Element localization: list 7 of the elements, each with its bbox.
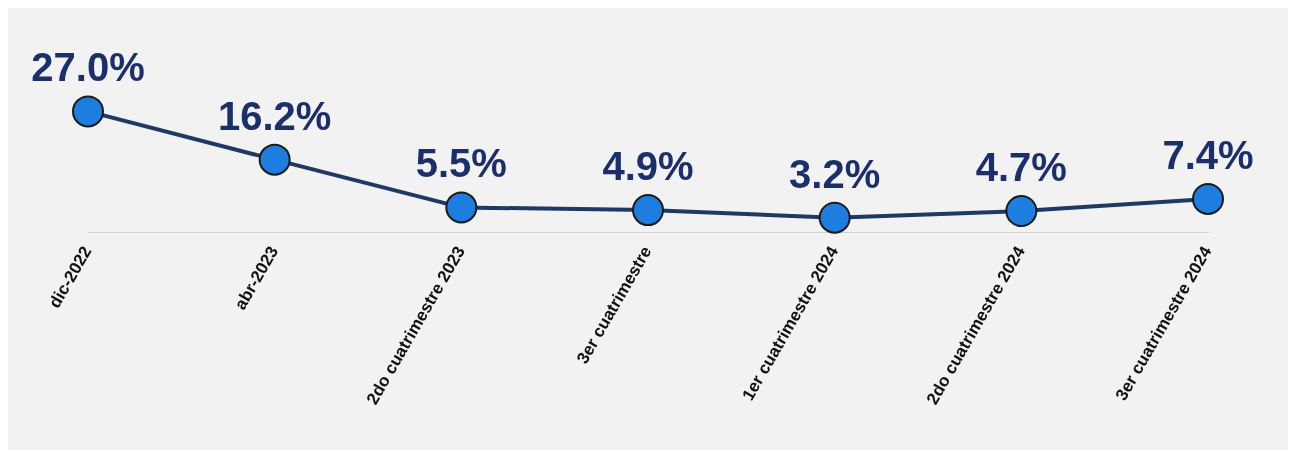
data-label: 5.5% xyxy=(415,141,507,186)
data-label: 4.9% xyxy=(602,144,694,189)
data-label: 16.2% xyxy=(217,93,332,138)
data-label: 27.0% xyxy=(31,45,145,90)
data-label: 4.7% xyxy=(975,145,1067,190)
data-label: 3.2% xyxy=(789,151,881,196)
data-label: 7.4% xyxy=(1162,132,1254,177)
